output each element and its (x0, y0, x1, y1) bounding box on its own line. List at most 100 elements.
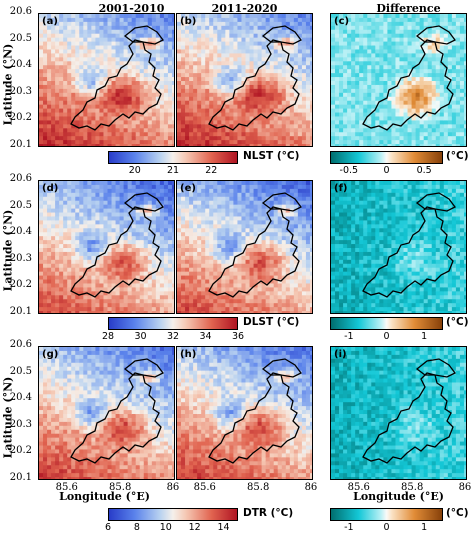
colorbar (108, 317, 238, 330)
colorbar-tick-label: 0 (383, 165, 390, 176)
x-tick-label: 86 (304, 482, 318, 493)
colorbar-tick-label: 0 (383, 331, 390, 342)
colorbar-tick-label: 22 (205, 165, 218, 176)
lake-boundary (261, 358, 302, 378)
panel-label: (g) (42, 349, 59, 360)
colorbar-tick-label: 34 (199, 331, 212, 342)
column-title-2: 2011-2020 (211, 2, 278, 15)
x-tick-label: 85.8 (109, 482, 132, 493)
y-tick-label: 20.4 (9, 392, 32, 404)
lake-boundary (261, 192, 302, 212)
colorbar-tick-label: 1 (421, 331, 428, 342)
colorbar-tick-label: 30 (134, 331, 147, 342)
y-tick-label: 20.5 (9, 199, 32, 211)
colorbar-tick-label: 36 (231, 331, 245, 342)
heatmap-field (177, 347, 312, 479)
colorbar (330, 151, 443, 164)
study-area-boundary (208, 206, 300, 298)
colorbar-tick-label: 10 (159, 522, 172, 533)
column-title-3: Difference (376, 2, 441, 15)
y-tick-label: 20.5 (9, 365, 32, 377)
panel-label: (i) (334, 349, 347, 360)
x-tick-label: 85.8 (247, 482, 270, 493)
colorbar-label: (°C) (446, 150, 469, 162)
map-panel-i: (i) (330, 346, 467, 480)
y-tick-label: 20.1 (9, 306, 32, 317)
colorbar-label: DTR (°C) (243, 507, 294, 519)
x-tick-label: 85.6 (55, 482, 78, 493)
colorbar-label: (°C) (446, 316, 469, 328)
panel-label: (c) (334, 16, 350, 27)
colorbar (108, 508, 238, 521)
heatmap-field (39, 347, 174, 479)
colorbar-tick-label: 0 (383, 522, 390, 533)
heatmap-field (177, 14, 312, 146)
study-area-boundary (208, 39, 300, 131)
y-tick-label: 20.1 (9, 139, 32, 150)
y-tick-label: 20.3 (9, 252, 32, 264)
panel-label: (h) (180, 349, 197, 360)
lake-boundary (123, 358, 164, 378)
colorbar-tick-label: 14 (217, 522, 230, 533)
heatmap-field (39, 181, 174, 313)
x-axis-label-3: Longitude (°E) (353, 490, 444, 503)
colorbar-tick-label: 0.5 (416, 165, 432, 176)
lake-boundary (415, 25, 456, 45)
y-tick-label: 20.4 (9, 59, 32, 71)
x-tick-label: 85.6 (193, 482, 216, 493)
y-tick-label: 20.4 (9, 226, 32, 238)
y-tick-label: 20.6 (9, 173, 32, 184)
colorbar-tick-label: 8 (133, 522, 140, 533)
colorbar (330, 508, 443, 521)
y-tick-label: 20.2 (9, 279, 32, 291)
panel-label: (f) (334, 183, 348, 194)
colorbar-tick-label: 20 (128, 165, 141, 176)
lake-boundary (123, 192, 164, 212)
lake-boundary (261, 25, 302, 45)
y-tick-label: 20.6 (9, 339, 32, 350)
y-tick-label: 20.2 (9, 112, 32, 124)
colorbar-tick-label: -0.5 (339, 165, 359, 176)
lake-boundary (123, 25, 164, 45)
x-axis-label-1: Longitude (°E) (59, 490, 150, 503)
x-tick-label: 85.8 (401, 482, 424, 493)
x-tick-label: 86 (458, 482, 472, 493)
study-area-boundary (70, 372, 162, 464)
panel-label: (a) (42, 16, 58, 27)
column-title-1: 2001-2010 (98, 2, 165, 15)
colorbar-tick-label: 21 (166, 165, 180, 176)
colorbar-tick-label: 6 (104, 522, 112, 533)
y-tick-label: 20.3 (9, 85, 32, 97)
map-panel-c: (c) (330, 13, 467, 147)
colorbar-tick-label: -1 (344, 331, 354, 342)
lake-boundary (415, 358, 456, 378)
colorbar-label: DLST (°C) (243, 316, 300, 328)
colorbar-tick-label: -1 (344, 522, 354, 533)
y-tick-label: 20.3 (9, 418, 32, 430)
panel-label: (d) (42, 183, 59, 194)
y-tick-label: 20.2 (9, 445, 32, 457)
heatmap-field (177, 181, 312, 313)
study-area-boundary (208, 372, 300, 464)
heatmap-field (331, 14, 466, 146)
study-area-boundary (70, 39, 162, 131)
map-panel-e: (e) (176, 180, 313, 314)
colorbar (108, 151, 238, 164)
colorbar-tick-label: 32 (166, 331, 180, 342)
map-panel-g: (g) (38, 346, 175, 480)
colorbar-label: NLST (°C) (243, 150, 300, 162)
colorbar-tick-label: 12 (188, 522, 201, 533)
heatmap-field (331, 347, 466, 479)
map-panel-h: (h) (176, 346, 313, 480)
colorbar-tick-label: 28 (101, 331, 115, 342)
map-panel-d: (d) (38, 180, 175, 314)
map-panel-f: (f) (330, 180, 467, 314)
study-area-boundary (70, 206, 162, 298)
panel-label: (b) (180, 16, 197, 27)
heatmap-field (39, 14, 174, 146)
panel-label: (e) (180, 183, 196, 194)
study-area-boundary (362, 372, 454, 464)
colorbar-tick-label: 1 (421, 522, 428, 533)
colorbar-label: (°C) (446, 507, 469, 519)
y-tick-label: 20.6 (9, 6, 32, 17)
